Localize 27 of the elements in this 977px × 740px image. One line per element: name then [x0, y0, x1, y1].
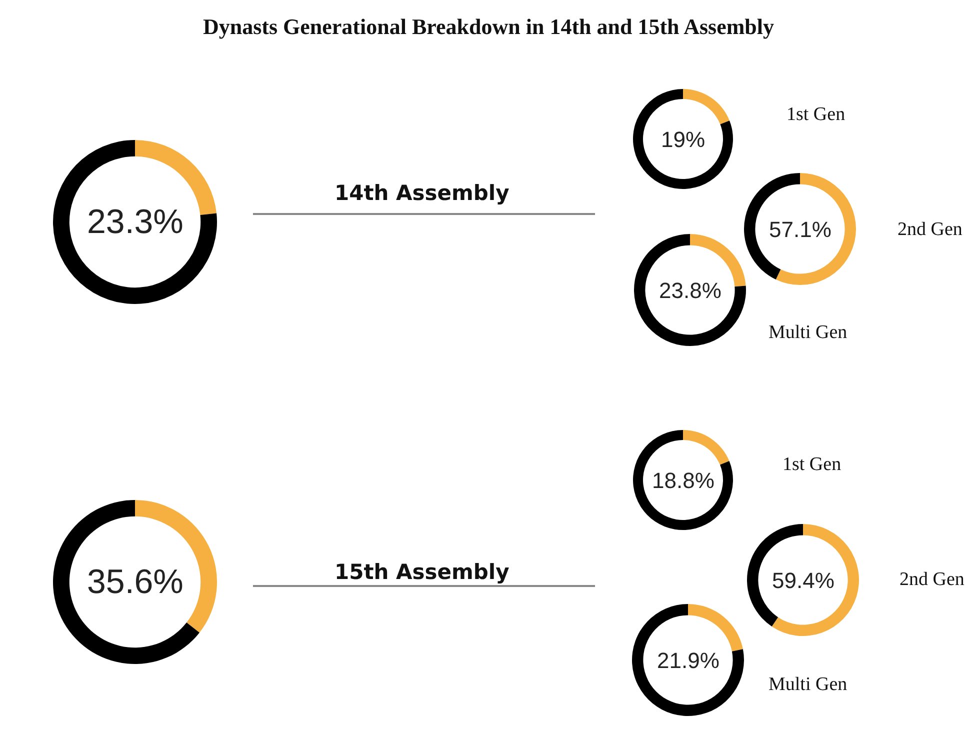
donut-slice — [633, 430, 733, 530]
text: 1st Gen — [782, 454, 842, 476]
text: 21.9% — [657, 648, 720, 673]
text: 2nd Gen — [898, 219, 962, 241]
donut-slice — [632, 604, 744, 716]
text: 1st Gen — [786, 104, 846, 126]
text: 23.3% — [87, 203, 184, 241]
text: 57.1% — [769, 217, 832, 242]
donut-slice — [634, 234, 746, 346]
donut-slice — [688, 604, 743, 652]
text: Multi Gen — [768, 674, 848, 696]
donut-slice — [683, 430, 730, 465]
text: Dynasts Generational Breakdown in 14th and 15th Assembly — [202, 14, 776, 40]
donut-slice — [53, 140, 217, 304]
text: 15th Assembly — [334, 560, 510, 584]
text: 2nd Gen — [900, 569, 964, 591]
text: Multi Gen — [768, 322, 848, 344]
donut-slice — [772, 524, 859, 636]
text: 23.8% — [659, 278, 722, 303]
donut-slice — [633, 89, 733, 189]
text: 59.4% — [772, 568, 834, 593]
donut-slice — [683, 89, 730, 124]
text: 18.8% — [652, 468, 714, 493]
donut-slice — [53, 500, 200, 664]
text: 35.6% — [87, 563, 184, 601]
text: 14th Assembly — [334, 181, 510, 205]
text: 19% — [661, 127, 706, 152]
